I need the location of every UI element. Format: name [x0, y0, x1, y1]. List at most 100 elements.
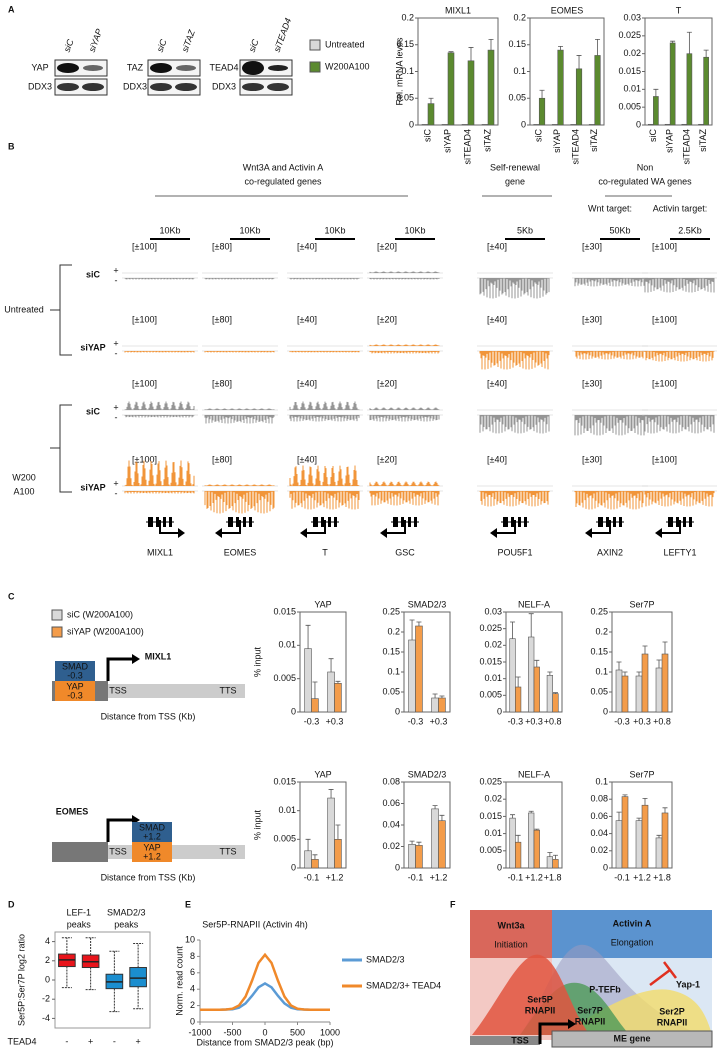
- polymerase-label: RNAPII: [657, 1017, 688, 1027]
- y-tick-label: 0.1: [401, 66, 414, 76]
- chart-title: T: [676, 5, 682, 15]
- error-bar: [636, 817, 642, 821]
- bar: [327, 671, 335, 713]
- lane-label: siC: [247, 37, 261, 53]
- gene-label: ME gene: [613, 1033, 650, 1043]
- error-bar: [703, 49, 709, 58]
- y-tick-label: 0: [497, 862, 502, 872]
- y-tick-label: 0.06: [382, 798, 400, 808]
- range-label: [±30]: [582, 454, 602, 464]
- y-tick-label: 0.05: [396, 93, 414, 103]
- strand-label: -: [115, 348, 118, 358]
- x-tick-label: +0.3: [525, 716, 543, 726]
- error-bar: [552, 692, 558, 694]
- y-tick-label: 0.01: [278, 640, 296, 650]
- bar: [528, 812, 535, 869]
- bar: [615, 669, 623, 713]
- x-tick-label: siYAP: [665, 129, 675, 153]
- initiation-header: [470, 910, 552, 958]
- exon: [676, 517, 679, 527]
- exon: [613, 517, 616, 527]
- bar: [415, 625, 423, 713]
- y-tick-label: 0.1: [387, 666, 400, 676]
- arrow-head: [490, 528, 497, 538]
- yap-label: YAP: [66, 681, 83, 691]
- x-tick-label: -0.1: [508, 872, 524, 882]
- smad-label: SMAD: [139, 822, 166, 832]
- group-label: SMAD2/3: [107, 907, 146, 917]
- bar: [655, 837, 663, 869]
- y-tick-label: 0.005: [618, 102, 641, 112]
- x-tick-label: +1.8: [653, 872, 671, 882]
- range-label: [±30]: [582, 241, 602, 251]
- exon: [321, 517, 324, 527]
- range-label: [±40]: [297, 454, 317, 464]
- chart-title: Ser5P-RNAPII (Activin 4h): [202, 919, 308, 929]
- phase-name: Wnt3a: [498, 920, 526, 930]
- y-tick-label: 0.25: [590, 606, 608, 616]
- panel-letter: F: [450, 899, 456, 909]
- bar: [481, 124, 489, 126]
- lane-label: siYAP: [87, 28, 105, 54]
- y-tick-label: 10: [185, 934, 195, 944]
- track-signal: [574, 415, 645, 436]
- row-label: siC: [86, 269, 101, 279]
- bar: [641, 804, 649, 869]
- tss-label: TSS: [109, 846, 127, 856]
- x-axis-label: Distance from SMAD2/3 peak (bp): [196, 1037, 333, 1047]
- y-tick-label: 0.15: [508, 39, 526, 49]
- x-tick-label: +: [88, 1036, 93, 1046]
- whisker: [109, 988, 120, 1013]
- bar: [487, 49, 495, 126]
- band: [150, 83, 172, 91]
- arrow-head: [215, 528, 222, 538]
- error-bar: [510, 814, 516, 819]
- error-bar: [328, 789, 334, 799]
- group-label: peaks: [67, 919, 92, 929]
- exon: [408, 517, 411, 527]
- protein-label: YAP: [31, 62, 48, 72]
- bar: [431, 808, 439, 869]
- y-tick-label: 0.2: [401, 12, 414, 22]
- group-header: co-regulated WA genes: [598, 176, 692, 186]
- y-tick-label: 0.01: [623, 84, 641, 94]
- protein-label: DDX3: [212, 81, 236, 91]
- error-bar: [528, 613, 534, 637]
- x-axis-label: TEAD4: [7, 1036, 36, 1046]
- whisker: [133, 943, 144, 968]
- phase-name: Activin A: [613, 918, 652, 928]
- y-tick-label: 0.015: [273, 776, 296, 786]
- gene-arrow: [497, 520, 516, 534]
- bar: [594, 55, 601, 126]
- panel-letter: D: [8, 899, 15, 909]
- y-tick-label: 0.06: [590, 811, 608, 821]
- arrow-head: [132, 654, 140, 664]
- row-label: siYAP: [80, 482, 105, 492]
- y-axis-label: Rel. mRNA leves: [394, 37, 404, 106]
- gene-arrow: [662, 520, 681, 534]
- y-tick-label: 0.03: [623, 12, 641, 22]
- error-bar: [558, 45, 564, 51]
- track-signal: [289, 351, 360, 353]
- exon: [619, 517, 622, 527]
- band: [242, 83, 264, 91]
- chart-title: YAP: [314, 769, 331, 779]
- track-signal: [574, 351, 645, 360]
- chart-title: YAP: [314, 599, 331, 609]
- gene-arrow: [222, 520, 241, 534]
- y-tick-label: 0.015: [618, 66, 641, 76]
- track-signal: [289, 401, 360, 422]
- scale-bar-label: 50Kb: [609, 225, 630, 235]
- y-tick-label: 0.015: [273, 606, 296, 616]
- y-tick-label: 8: [190, 951, 195, 961]
- y-tick-label: -4: [42, 1013, 50, 1023]
- y-tick-label: 0.01: [484, 673, 502, 683]
- smad-label: SMAD: [62, 661, 89, 671]
- band: [268, 65, 288, 71]
- ser5p-hill: [472, 954, 590, 1035]
- bar: [438, 820, 446, 869]
- bar: [621, 796, 629, 869]
- y-tick-label: 0: [190, 1016, 195, 1026]
- error-bar: [468, 47, 474, 61]
- error-bar: [656, 834, 662, 838]
